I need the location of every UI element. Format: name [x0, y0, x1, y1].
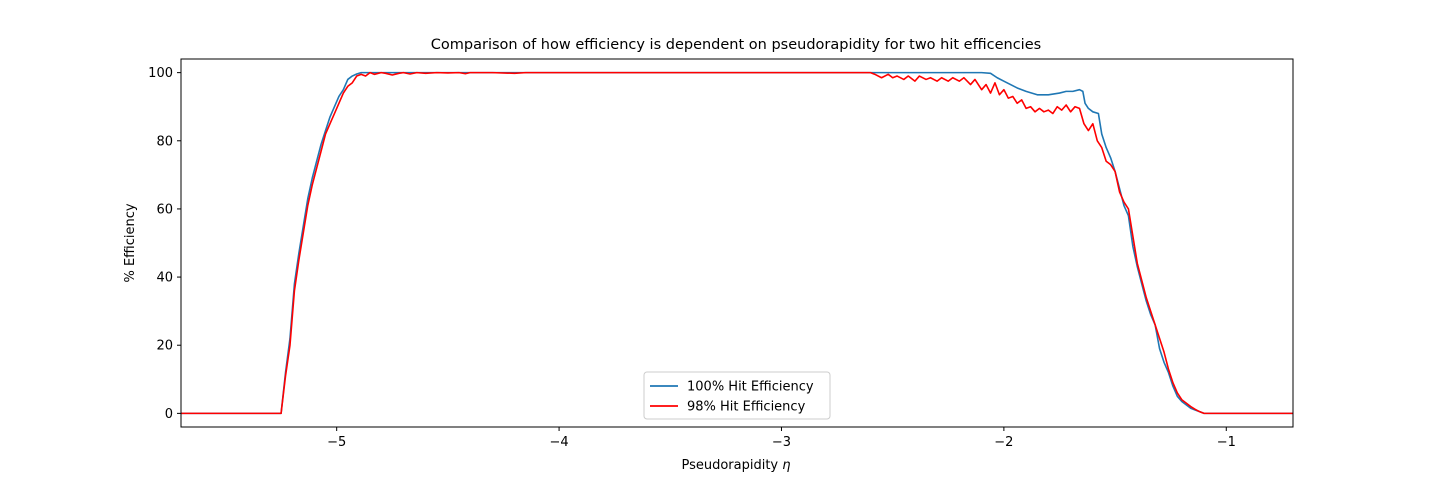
- legend-box: [643, 371, 831, 420]
- y-tick-label: 80: [156, 134, 173, 149]
- series-line-2: [181, 71, 1293, 415]
- x-tick-label: −5: [327, 435, 346, 450]
- y-tick-label: 20: [156, 339, 173, 354]
- y-tick-label: 100: [148, 66, 173, 81]
- y-axis-label: % Efficiency: [123, 203, 138, 282]
- y-tick-label: 60: [156, 202, 173, 217]
- legend-label-2: 98% Hit Efficiency: [687, 400, 806, 415]
- plot-frame: [180, 58, 1294, 428]
- x-tick-label: −1: [1217, 435, 1236, 450]
- y-tick-label: 0: [165, 407, 173, 422]
- legend: 100% Hit Efficiency 98% Hit Efficiency: [643, 371, 831, 420]
- x-tick-label: −4: [549, 435, 568, 450]
- x-tick-label: −3: [772, 435, 791, 450]
- series-layer: [181, 71, 1293, 415]
- legend-label-1: 100% Hit Efficiency: [687, 380, 814, 395]
- x-tick-label: −2: [994, 435, 1013, 450]
- axes-layer: −5 −4 −3 −2 −1 0 20 40 60 80 100: [148, 58, 1294, 450]
- chart-title: Comparison of how efficiency is dependen…: [431, 37, 1041, 53]
- y-tick-label: 40: [156, 271, 173, 286]
- x-axis-label: Pseudorapidity η: [681, 458, 790, 473]
- series-line-1: [181, 71, 1293, 415]
